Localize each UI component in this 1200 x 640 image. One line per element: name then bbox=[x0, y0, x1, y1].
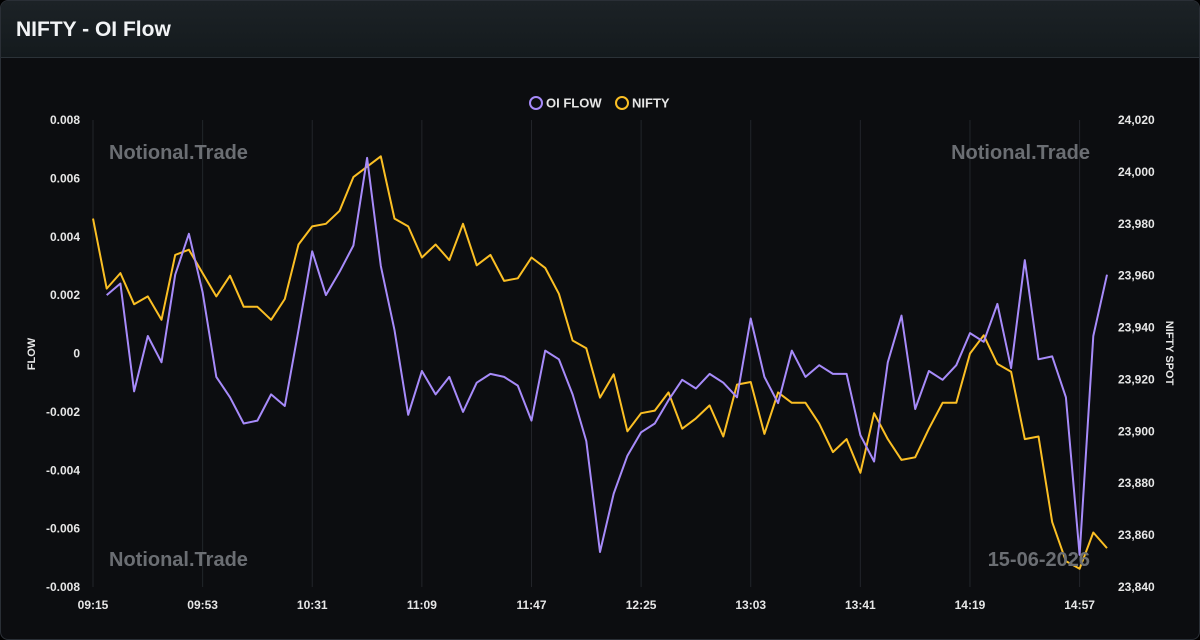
y-tick-label-right: 23,940 bbox=[1118, 321, 1155, 335]
y-axis-right-title: NIFTY SPOT bbox=[1163, 321, 1175, 386]
legend-label-oi-flow: OI FLOW bbox=[546, 96, 602, 111]
watermark-top-left: Notional.Trade bbox=[109, 142, 248, 164]
y-tick-label-right: 24,000 bbox=[1118, 165, 1155, 179]
x-tick-label: 12:25 bbox=[626, 598, 657, 612]
legend-item-nifty[interactable]: NIFTY bbox=[615, 96, 670, 111]
legend-label-nifty: NIFTY bbox=[632, 96, 670, 111]
legend-marker-oi-flow bbox=[529, 96, 543, 110]
y-tick-label-right: 23,880 bbox=[1118, 476, 1155, 490]
y-tick-label-right: 24,020 bbox=[1118, 113, 1155, 127]
page-title: NIFTY - OI Flow bbox=[16, 18, 171, 41]
x-tick-label: 14:57 bbox=[1064, 598, 1095, 612]
watermark-top-right: Notional.Trade bbox=[951, 142, 1090, 164]
x-tick-label: 11:47 bbox=[516, 598, 546, 612]
y-tick-label-left: 0.006 bbox=[50, 171, 80, 185]
y-tick-label-right: 23,980 bbox=[1118, 217, 1155, 231]
y-tick-label-left: -0.008 bbox=[46, 580, 80, 594]
y-tick-label-left: -0.006 bbox=[46, 522, 80, 536]
x-tick-label: 09:53 bbox=[187, 598, 218, 612]
y-tick-label-left: 0.008 bbox=[50, 113, 80, 127]
y-tick-label-right: 23,960 bbox=[1118, 269, 1155, 283]
y-tick-label-right: 23,920 bbox=[1118, 372, 1155, 386]
card-header: NIFTY - OI Flow bbox=[1, 1, 1199, 58]
y-tick-label-left: 0 bbox=[73, 347, 80, 361]
x-tick-label: 13:03 bbox=[735, 598, 766, 612]
x-tick-label: 14:19 bbox=[955, 598, 986, 612]
watermark-date: 15-06-2026 bbox=[988, 549, 1090, 571]
series-lines bbox=[92, 155, 1108, 570]
series-line-oi-flow bbox=[106, 156, 1108, 556]
x-tick-label: 11:09 bbox=[407, 598, 437, 612]
legend-marker-nifty bbox=[615, 96, 629, 110]
x-tick-label: 09:15 bbox=[78, 598, 109, 612]
y-tick-label-right: 23,900 bbox=[1118, 424, 1155, 438]
grid-lines bbox=[92, 120, 1081, 587]
y-tick-label-right: 23,860 bbox=[1118, 528, 1155, 542]
legend-item-oi-flow[interactable]: OI FLOW bbox=[529, 96, 602, 111]
y-tick-label-left: -0.002 bbox=[46, 405, 80, 419]
y-tick-label-left: 0.002 bbox=[50, 288, 80, 302]
legend: OI FLOW NIFTY bbox=[529, 96, 670, 111]
y-tick-label-left: -0.004 bbox=[46, 463, 80, 477]
x-tick-label: 13:41 bbox=[845, 598, 876, 612]
watermark-bottom-left: Notional.Trade bbox=[109, 549, 248, 571]
y-tick-label-right: 23,840 bbox=[1118, 580, 1155, 594]
series-line-nifty bbox=[92, 155, 1108, 570]
y-axis-left-title: FLOW bbox=[26, 337, 38, 370]
y-tick-label-left: 0.004 bbox=[50, 230, 80, 244]
x-tick-label: 10:31 bbox=[297, 598, 328, 612]
axis-tick-labels: 09:15 09:53 10:31 11:09 11:47 12:25 13:03 13:41… bbox=[46, 113, 1155, 612]
